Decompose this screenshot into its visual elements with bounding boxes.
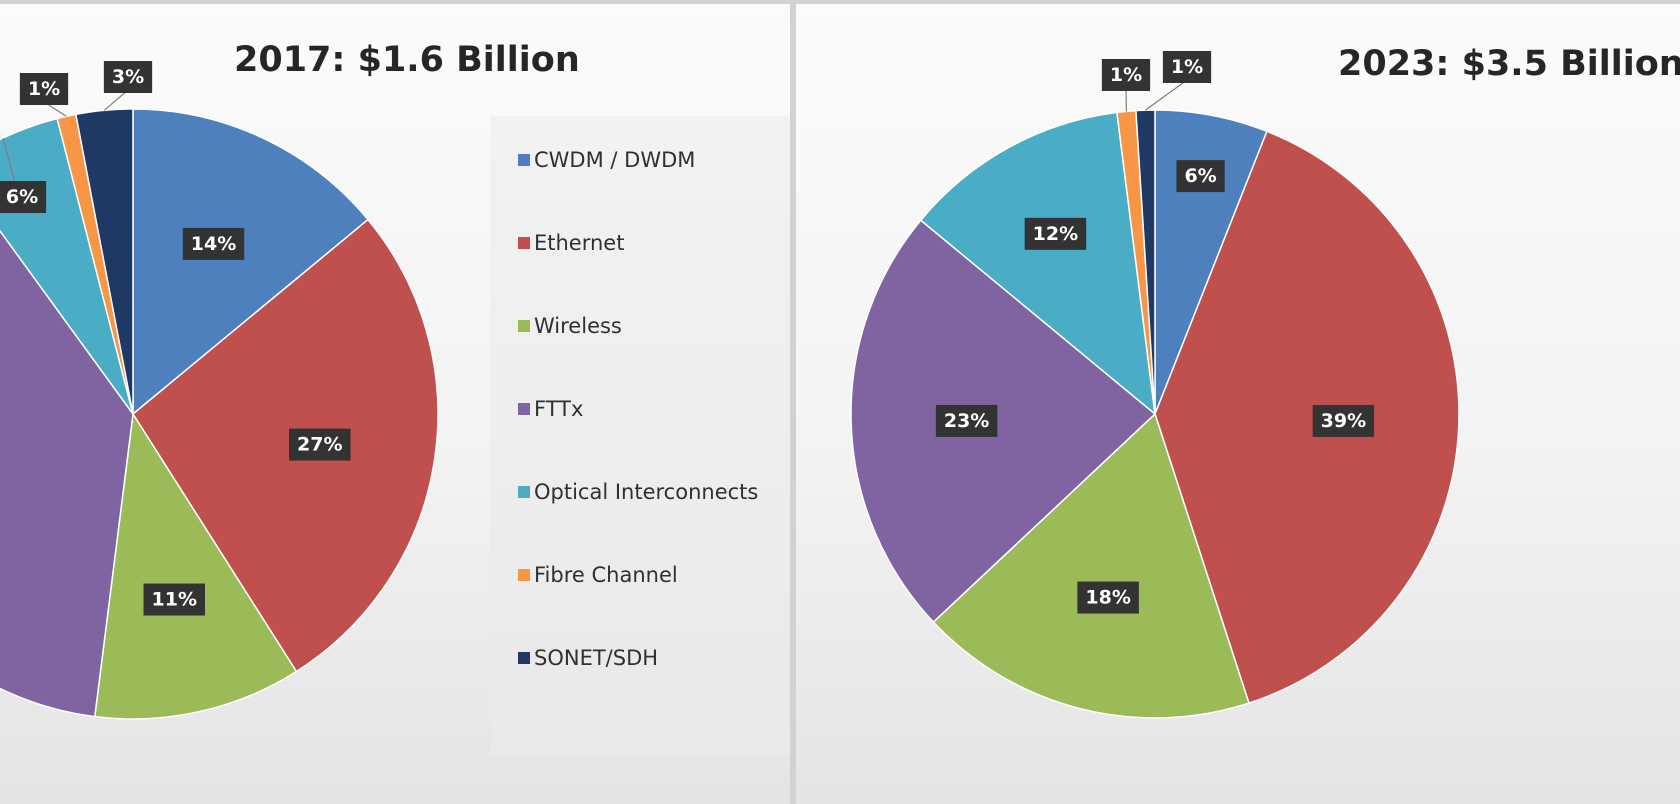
data-label-2023-wireless: 18%	[1077, 582, 1138, 614]
legend-item-wireless: Wireless	[518, 314, 622, 338]
legend: CWDM / DWDM Ethernet Wireless FTTx Optical I…	[490, 116, 790, 756]
legend-item-cwdm-dwdm: CWDM / DWDM	[518, 148, 695, 172]
data-label-2023-sonet-sdh: 1%	[1163, 51, 1211, 83]
legend-item-ethernet: Ethernet	[518, 231, 624, 255]
svg-text:3%: 3%	[112, 66, 144, 88]
legend-swatch	[518, 237, 530, 249]
legend-swatch	[518, 569, 530, 581]
legend-swatch	[518, 403, 530, 415]
svg-text:23%: 23%	[944, 410, 989, 432]
chart-title-2023: 2023: $3.5 Billion	[1338, 44, 1680, 84]
data-label-2023-fibre-channel: 1%	[1102, 59, 1150, 91]
svg-text:18%: 18%	[1085, 587, 1130, 609]
legend-label: Ethernet	[534, 231, 624, 255]
svg-text:12%: 12%	[1033, 223, 1078, 245]
legend-item-optical-interconnects: Optical Interconnects	[518, 480, 758, 504]
data-label-2023-fttx: 23%	[936, 405, 997, 437]
svg-text:1%: 1%	[1110, 64, 1142, 86]
svg-text:27%: 27%	[297, 434, 342, 456]
legend-item-fibre-channel: Fibre Channel	[518, 563, 678, 587]
svg-text:6%: 6%	[6, 186, 38, 208]
legend-swatch	[518, 154, 530, 166]
leader-line-2017-sonet-sdh	[104, 90, 128, 110]
svg-text:14%: 14%	[191, 233, 236, 255]
svg-text:1%: 1%	[1171, 56, 1203, 78]
legend-label: SONET/SDH	[534, 646, 658, 670]
data-label-2017-sonet-sdh: 3%	[104, 61, 152, 93]
chart-2017-panel: 14% 27% 11% 6% 1% 3% 2017: $1.6 Billion CWDM …	[0, 4, 790, 804]
legend-swatch	[518, 320, 530, 332]
legend-label: FTTx	[534, 397, 583, 421]
data-label-2017-cwdm-dwdm: 14%	[183, 228, 244, 260]
data-label-2017-ethernet: 27%	[289, 429, 350, 461]
data-label-2017-optical-interconnects: 6%	[0, 181, 46, 213]
legend-label: CWDM / DWDM	[534, 148, 695, 172]
data-label-2023-cwdm-dwdm: 6%	[1176, 160, 1224, 192]
legend-item-fttx: FTTx	[518, 397, 583, 421]
pie-chart-2023: 6% 39% 18% 23% 12% 1% 1%	[796, 4, 1680, 804]
legend-item-sonet-sdh: SONET/SDH	[518, 646, 658, 670]
data-label-2023-optical-interconnects: 12%	[1025, 218, 1086, 250]
legend-label: Fibre Channel	[534, 563, 678, 587]
svg-text:11%: 11%	[152, 589, 197, 611]
legend-swatch	[518, 486, 530, 498]
svg-text:6%: 6%	[1184, 165, 1216, 187]
legend-swatch	[518, 652, 530, 664]
legend-label: Wireless	[534, 314, 622, 338]
svg-text:1%: 1%	[28, 78, 60, 100]
chart-2023-panel: 6% 39% 18% 23% 12% 1% 1% 2023: $3.5 Billion	[796, 4, 1680, 804]
data-label-2017-wireless: 11%	[144, 584, 205, 616]
leader-line-2023-sonet-sdh	[1145, 80, 1187, 110]
data-label-2017-fibre-channel: 1%	[20, 73, 68, 105]
legend-label: Optical Interconnects	[534, 480, 758, 504]
svg-text:39%: 39%	[1321, 410, 1366, 432]
chart-title-2017: 2017: $1.6 Billion	[234, 40, 580, 80]
data-label-2023-ethernet: 39%	[1313, 405, 1374, 437]
